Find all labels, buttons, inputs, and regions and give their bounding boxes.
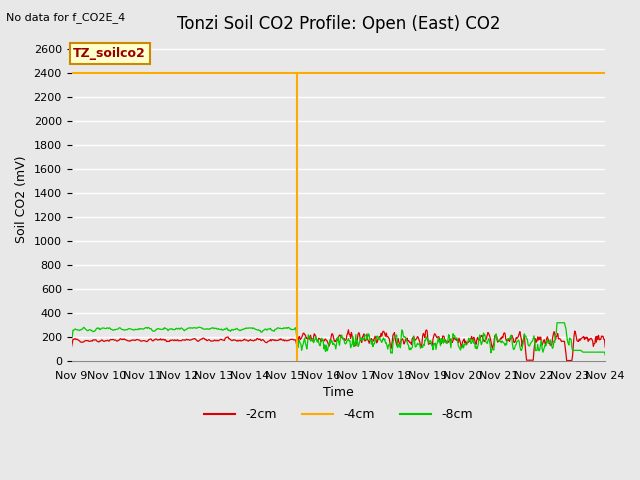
Legend: -2cm, -4cm, -8cm: -2cm, -4cm, -8cm bbox=[199, 403, 477, 426]
Title: Tonzi Soil CO2 Profile: Open (East) CO2: Tonzi Soil CO2 Profile: Open (East) CO2 bbox=[177, 15, 500, 33]
Text: TZ_soilco2: TZ_soilco2 bbox=[74, 47, 146, 60]
Text: No data for f_CO2E_4: No data for f_CO2E_4 bbox=[6, 12, 125, 23]
Y-axis label: Soil CO2 (mV): Soil CO2 (mV) bbox=[15, 156, 28, 243]
X-axis label: Time: Time bbox=[323, 386, 354, 399]
